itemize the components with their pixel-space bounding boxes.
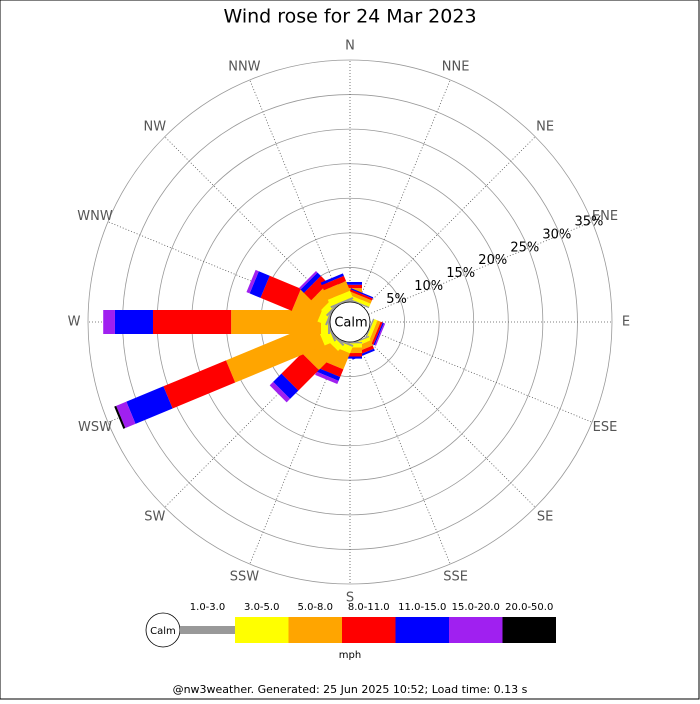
direction-label: W bbox=[68, 315, 81, 330]
spoke bbox=[164, 335, 337, 508]
legend-label: 3.0-5.0 bbox=[244, 602, 279, 613]
bar-segment bbox=[226, 323, 325, 383]
bar-segment bbox=[320, 273, 344, 286]
bar-segment bbox=[348, 291, 372, 304]
ring-label: 30% bbox=[542, 227, 571, 242]
direction-label: E bbox=[622, 315, 630, 330]
bar-segment bbox=[231, 310, 322, 334]
spoke bbox=[368, 329, 593, 423]
calm-label: Calm bbox=[334, 316, 367, 331]
bar-segment bbox=[126, 386, 173, 424]
footer: @nw3weather. Generated: 25 Jun 2025 10:5… bbox=[173, 683, 528, 696]
legend-label: 11.0-15.0 bbox=[398, 602, 446, 613]
direction-label: NE bbox=[536, 119, 554, 134]
grid-ring bbox=[87, 59, 613, 585]
bar-segment bbox=[316, 367, 341, 381]
bar-segment bbox=[315, 371, 339, 385]
bar-segment bbox=[363, 318, 375, 342]
bar-segment bbox=[260, 275, 301, 311]
legend-swatch bbox=[180, 626, 235, 634]
bar-segment bbox=[327, 290, 353, 307]
legend-label: 1.0-3.0 bbox=[190, 602, 225, 613]
direction-label: SSW bbox=[230, 569, 260, 584]
spoke bbox=[363, 335, 536, 508]
bar-segment bbox=[249, 271, 270, 298]
bar-segment bbox=[152, 310, 232, 334]
direction-label: NW bbox=[144, 119, 167, 134]
legend-swatch bbox=[449, 617, 503, 643]
legend-swatch bbox=[395, 617, 449, 643]
ring-label: 10% bbox=[414, 279, 443, 294]
bar-segment bbox=[347, 294, 371, 307]
legend-swatch bbox=[342, 617, 396, 643]
bar-segment bbox=[103, 310, 115, 334]
ring-label: 35% bbox=[574, 214, 603, 229]
bar-segment bbox=[116, 401, 136, 429]
direction-label: ENE bbox=[592, 209, 618, 224]
ring-label: 20% bbox=[478, 253, 507, 268]
legend-unit: mph bbox=[339, 650, 361, 661]
calm-circle bbox=[329, 301, 371, 343]
direction-label: N bbox=[345, 39, 355, 54]
ring-label: 25% bbox=[510, 240, 539, 255]
bar-segment bbox=[114, 405, 126, 429]
spoke bbox=[249, 340, 343, 565]
legend-label: 15.0-20.0 bbox=[452, 602, 500, 613]
bar-segment bbox=[299, 271, 318, 290]
spoke bbox=[357, 79, 451, 304]
direction-label: NNW bbox=[228, 60, 260, 75]
direction-label: S bbox=[346, 591, 354, 606]
legend-label: 8.0-11.0 bbox=[348, 602, 390, 613]
spoke bbox=[357, 340, 451, 565]
legend-swatch bbox=[288, 617, 342, 643]
spoke bbox=[368, 221, 593, 315]
bar-segment bbox=[374, 323, 386, 346]
bar-segment bbox=[368, 320, 381, 344]
spoke bbox=[107, 221, 332, 315]
spoke bbox=[363, 136, 536, 309]
bar-segment bbox=[269, 381, 291, 403]
direction-label: ESE bbox=[593, 420, 618, 435]
direction-label: SE bbox=[537, 510, 553, 525]
direction-label: WNW bbox=[77, 209, 113, 224]
bar-segment bbox=[350, 288, 374, 299]
bar-segment bbox=[321, 275, 347, 291]
direction-label: SSE bbox=[443, 569, 468, 584]
bar-segment bbox=[323, 281, 350, 300]
bar-segment bbox=[281, 353, 319, 391]
direction-label: SW bbox=[144, 510, 165, 525]
bar-segment bbox=[246, 269, 259, 294]
bar-segment bbox=[273, 373, 299, 399]
legend-swatch bbox=[502, 617, 556, 643]
bar-segment bbox=[330, 297, 354, 309]
ring-label: 5% bbox=[386, 292, 407, 307]
legend-label: 20.0-50.0 bbox=[505, 602, 553, 613]
bar-segment bbox=[114, 310, 153, 334]
ring-label: 15% bbox=[446, 266, 475, 281]
bar-segment bbox=[163, 360, 236, 409]
direction-label: WSW bbox=[78, 420, 112, 435]
bar-segment bbox=[300, 272, 321, 293]
legend-swatch bbox=[235, 617, 289, 643]
bar-segment bbox=[373, 322, 384, 346]
spoke bbox=[249, 79, 343, 304]
bar-segment bbox=[349, 289, 373, 301]
direction-label: NNE bbox=[442, 60, 470, 75]
chart-title: Wind rose for 24 Mar 2023 bbox=[223, 6, 476, 28]
bar-segment bbox=[371, 321, 383, 345]
legend-label: 5.0-8.0 bbox=[298, 602, 333, 613]
legend-calm-label: Calm bbox=[150, 626, 176, 637]
bar-segment bbox=[346, 297, 370, 309]
spoke bbox=[164, 136, 337, 309]
